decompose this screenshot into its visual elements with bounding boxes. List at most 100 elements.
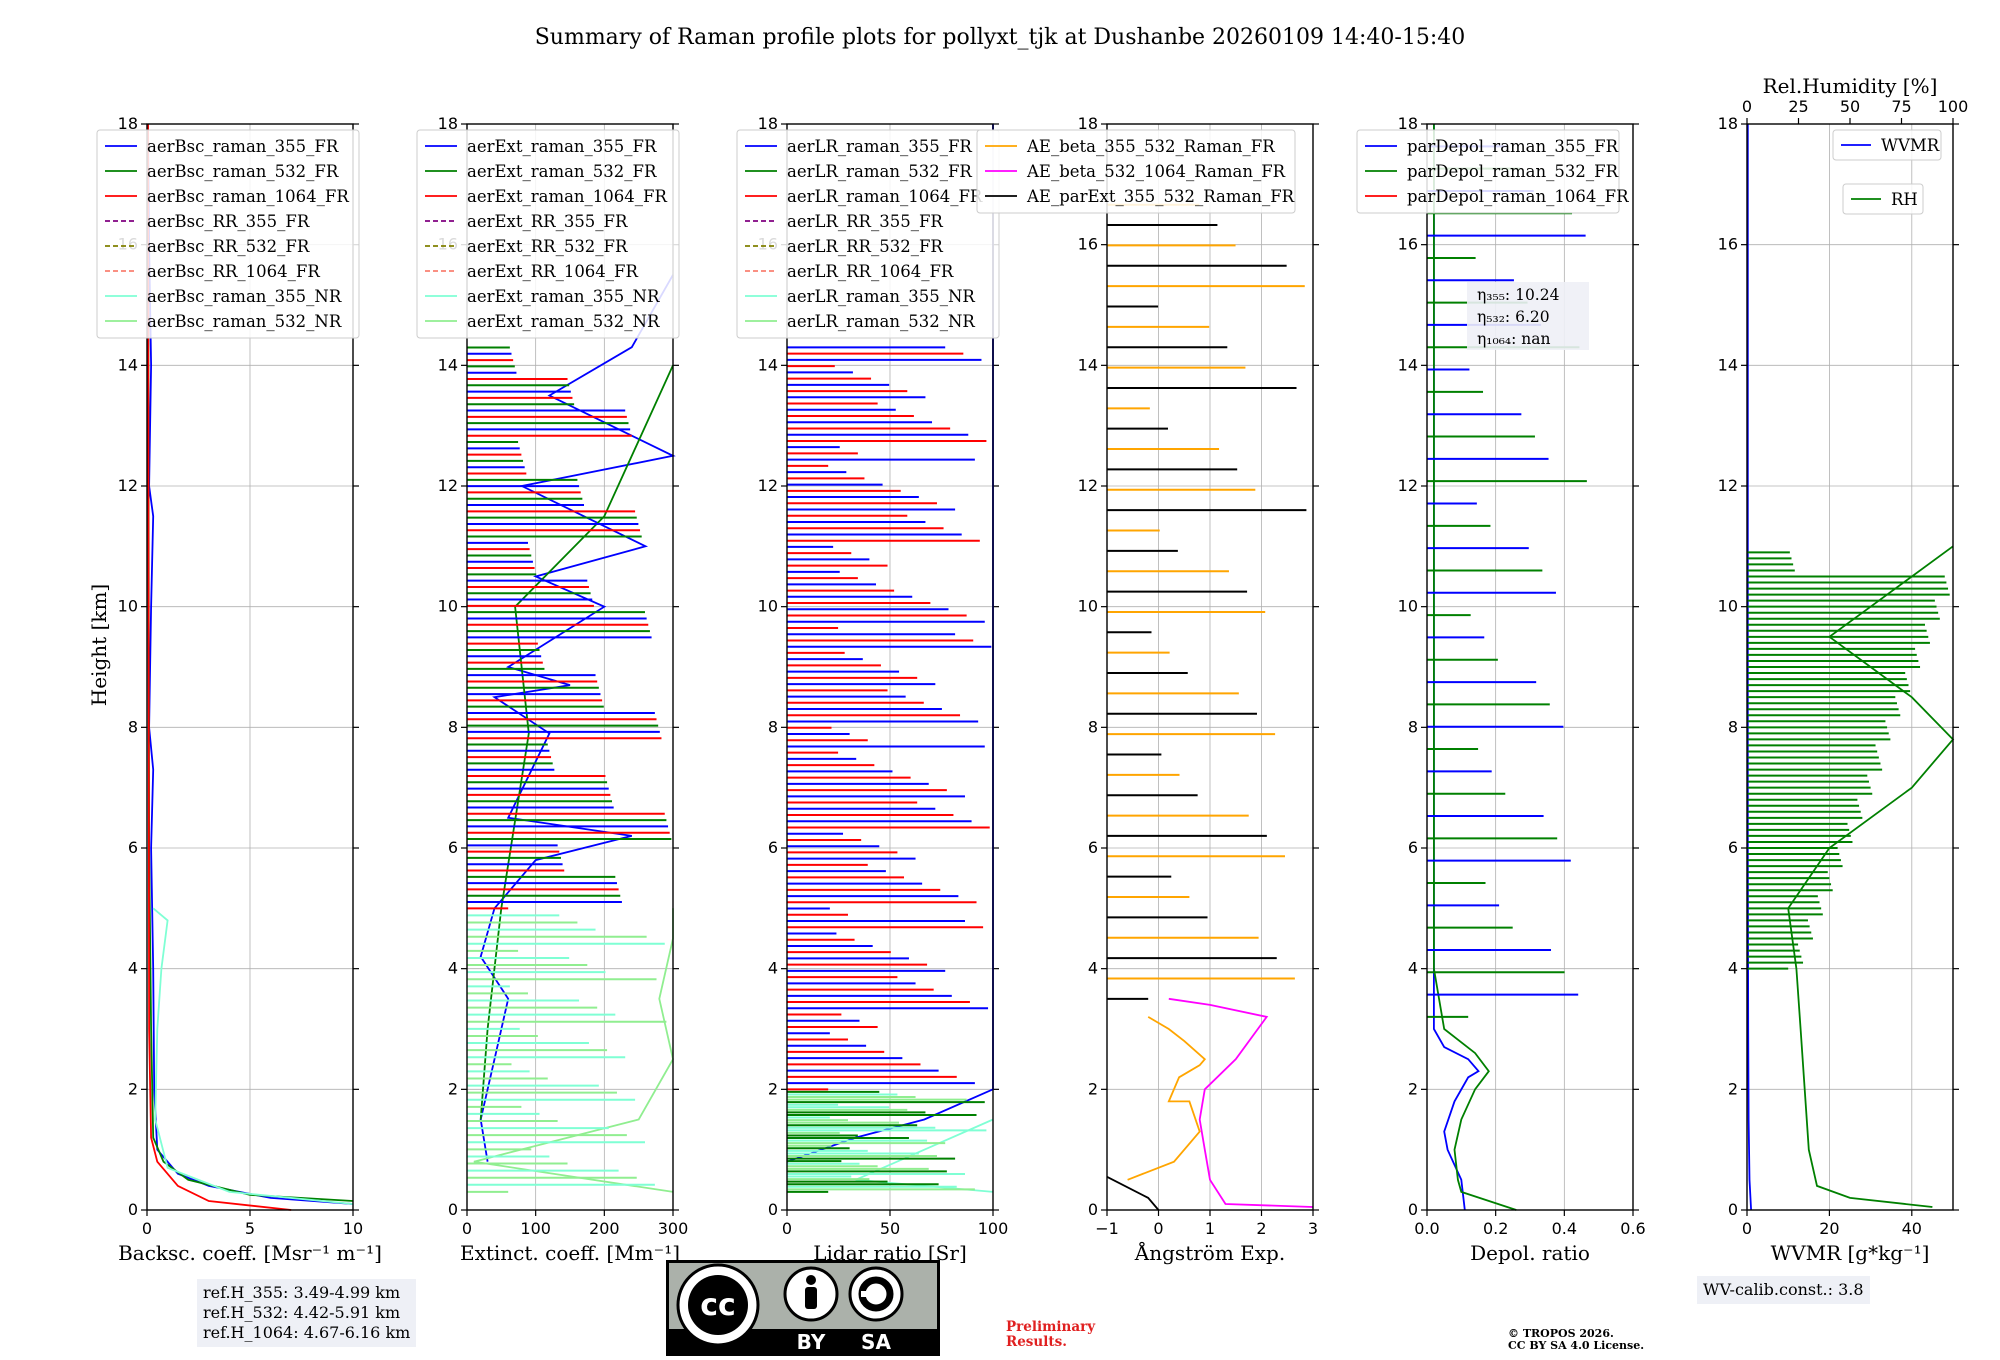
y-tick-label: 2 (1088, 1079, 1098, 1098)
legend-label: aerLR_raman_532_NR (787, 312, 975, 331)
legend-box (96, 129, 360, 339)
x-axis-label: WVMR [g*kg⁻¹] (1771, 1241, 1930, 1265)
legend-label: aerExt_RR_1064_FR (467, 262, 639, 281)
y-tick-label: 14 (438, 355, 458, 374)
cc-label: cc (700, 1288, 736, 1323)
legend-box (1832, 129, 1942, 161)
y-tick-label: 18 (1718, 114, 1738, 133)
x-tick-label: 200 (589, 1219, 620, 1238)
y-tick-label: 8 (128, 717, 138, 736)
y-tick-label: 2 (768, 1079, 778, 1098)
sa-label: SA (861, 1330, 891, 1354)
legend-label: aerBsc_raman_532_NR (147, 312, 342, 331)
x-tick-label: 40 (1902, 1219, 1922, 1238)
y-tick-label: 2 (128, 1079, 138, 1098)
y-tick-label: 2 (448, 1079, 458, 1098)
y-tick-label: 14 (1718, 355, 1738, 374)
y-tick-label: 0 (1088, 1200, 1098, 1219)
cc-inner-icon (688, 1275, 748, 1335)
legend-label: aerBsc_RR_355_FR (147, 212, 310, 231)
legend-label: parDepol_raman_532_FR (1407, 162, 1619, 181)
x-tick-label: 100 (520, 1219, 551, 1238)
y-tick-label: 4 (1088, 959, 1098, 978)
y-tick-label: 8 (448, 717, 458, 736)
x-tick-label: 0.2 (1483, 1219, 1508, 1238)
y-tick-label: 12 (1078, 476, 1098, 495)
y-tick-label: 6 (768, 838, 778, 857)
panel-lidar_ratio: 050100024681012141618Lidar ratio [Sr]aer… (736, 114, 1009, 1265)
y-tick-label: 10 (1078, 597, 1098, 616)
x-tick-label: 3 (1308, 1219, 1318, 1238)
x-tick-label: 300 (658, 1219, 689, 1238)
top-tick-label: 25 (1788, 97, 1808, 116)
legend-label: aerExt_RR_355_FR (467, 212, 628, 231)
x-tick-label: 20 (1819, 1219, 1839, 1238)
x-tick-label: 2 (1256, 1219, 1266, 1238)
figure-title: Summary of Raman profile plots for polly… (535, 25, 1466, 50)
y-tick-label: 6 (128, 838, 138, 857)
legend-label: AE_parExt_355_532_Raman_FR (1026, 187, 1295, 206)
y-tick-label: 14 (1398, 355, 1418, 374)
ref-height-355: ref.H_355: 3.49-4.99 km (203, 1283, 401, 1302)
legend-label: aerBsc_raman_355_FR (147, 137, 339, 156)
legend-label: aerExt_RR_532_FR (467, 237, 628, 256)
legend-label: aerLR_raman_532_FR (787, 162, 972, 181)
y-tick-label: 10 (1718, 597, 1738, 616)
legend-box (736, 129, 1000, 339)
y-tick-label: 18 (438, 114, 458, 133)
top-tick-label: 50 (1840, 97, 1860, 116)
x-tick-label: 0.6 (1620, 1219, 1645, 1238)
y-tick-label: 12 (438, 476, 458, 495)
panel-backscatter: 0510024681012141618Backsc. coeff. [Msr⁻¹… (96, 114, 382, 1265)
y-tick-label: 18 (758, 114, 778, 133)
y-tick-label: 8 (1728, 717, 1738, 736)
top-tick-label: 100 (1938, 97, 1969, 116)
series-parDepol_raman_355_FR (1433, 124, 1480, 1211)
legend-box-rh (1842, 183, 1924, 215)
wv-calib-box: WV-calib.const.: 3.8 (1697, 1276, 1870, 1304)
axes-frame (1426, 123, 1634, 1211)
x-tick-label: 0 (462, 1219, 472, 1238)
y-tick-label: 2 (1408, 1079, 1418, 1098)
y-tick-label: 14 (758, 355, 778, 374)
x-tick-label: 100 (978, 1219, 1009, 1238)
series-AE_beta_532_1064_Raman_FR (1168, 997, 1314, 1208)
y-tick-label: 6 (1088, 838, 1098, 857)
legend-label: WVMR (1881, 136, 1940, 155)
copyright-note: © TROPOS 2026. CC BY SA 4.0 License. (1508, 1327, 1645, 1352)
legend-label: aerExt_raman_532_FR (467, 162, 657, 181)
y-tick-label: 0 (1728, 1200, 1738, 1219)
legend-label: aerExt_raman_355_FR (467, 137, 657, 156)
legend-label: aerBsc_raman_1064_FR (147, 187, 349, 206)
axes-frame (466, 123, 674, 1211)
y-tick-label: 12 (1718, 476, 1738, 495)
legend-label: aerExt_raman_532_NR (467, 312, 660, 331)
y-tick-label: 16 (1398, 235, 1418, 254)
axes-frame (1106, 123, 1314, 1211)
y-tick-label: 12 (758, 476, 778, 495)
x-tick-label: 10 (343, 1219, 363, 1238)
y-tick-label: 0 (448, 1200, 458, 1219)
y-tick-label: 8 (1088, 717, 1098, 736)
by-label: BY (797, 1330, 826, 1354)
top-axis-label: Rel.Humidity [%] (1763, 74, 1938, 98)
y-tick-label: 6 (448, 838, 458, 857)
axes-frame (146, 123, 354, 1211)
y-tick-label: 4 (768, 959, 778, 978)
y-tick-label: 16 (1718, 235, 1738, 254)
series-aerBsc_raman_355_NR (152, 907, 354, 1205)
legend-label: aerLR_raman_355_FR (787, 137, 972, 156)
y-axis-label: Height [km] (87, 584, 111, 706)
x-tick-label: 50 (880, 1219, 900, 1238)
preliminary-note: Preliminary Results. (1006, 1319, 1096, 1350)
top-tick-label: 0 (1742, 97, 1752, 116)
y-tick-label: 18 (1078, 114, 1098, 133)
x-tick-label: 0.4 (1552, 1219, 1577, 1238)
legend-label: AE_beta_532_1064_Raman_FR (1026, 162, 1286, 181)
ref-heights-box: ref.H_355: 3.49-4.99 km ref.H_532: 4.42-… (197, 1279, 417, 1347)
legend-label: aerLR_raman_355_NR (787, 287, 975, 306)
x-tick-label: 0 (1153, 1219, 1163, 1238)
y-tick-label: 8 (1408, 717, 1418, 736)
y-tick-label: 8 (768, 717, 778, 736)
